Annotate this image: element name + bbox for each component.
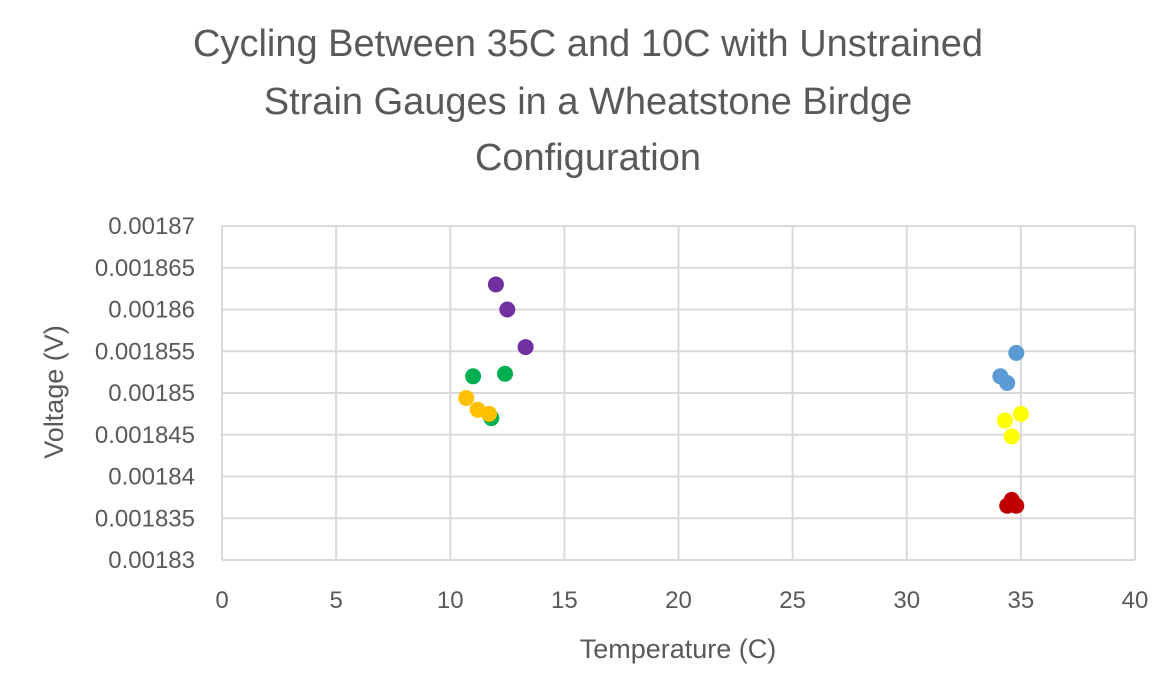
data-point [1003,428,1020,445]
data-point [996,412,1013,429]
data-point [1012,405,1029,422]
x-tick-label: 0 [215,587,228,614]
x-tick-label: 5 [329,587,342,614]
data-point [499,301,516,318]
data-point [458,390,475,407]
data-point [465,368,482,385]
y-tick-label: 0.00184 [108,464,195,491]
data-point [497,365,514,382]
y-tick-label: 0.001835 [95,505,195,532]
y-tick-label: 0.00186 [108,297,195,324]
x-axis-title: Temperature (C) [580,634,777,664]
chart-title-line: Strain Gauges in a Wheatstone Birdge [264,81,913,123]
x-tick-label: 30 [893,587,920,614]
data-points [458,276,1029,514]
x-tick-label: 40 [1122,587,1149,614]
data-point [1008,344,1025,361]
data-point [487,276,504,293]
y-tick-label: 0.001845 [95,422,195,449]
x-tick-label: 20 [665,587,692,614]
y-tick-label: 0.00183 [108,547,195,574]
y-tick-label: 0.001865 [95,255,195,282]
data-point [1008,497,1025,514]
data-point [517,339,534,356]
x-tick-label: 15 [551,587,578,614]
x-tick-label: 25 [779,587,806,614]
x-tick-label: 10 [437,587,464,614]
x-tick-label: 35 [1008,587,1035,614]
y-axis-tick-labels: 0.00183 0.001835 0.00184 0.001845 0.00185 0.0… [95,213,195,574]
chart-title-line: Cycling Between 35C and 10C with Unstrai… [193,23,983,65]
x-axis-tick-labels: 0 5 10 15 20 25 30 35 40 [215,587,1148,614]
data-point [999,374,1016,391]
gridlines [221,225,1136,561]
y-axis-title: Voltage (V) [39,325,69,459]
y-tick-label: 0.00187 [108,213,195,240]
y-tick-label: 0.00185 [108,380,195,407]
data-point [481,405,498,422]
chart-title: Cycling Between 35C and 10C with Unstrai… [193,23,983,179]
chart-title-line: Configuration [475,137,701,179]
y-tick-label: 0.001855 [95,338,195,365]
